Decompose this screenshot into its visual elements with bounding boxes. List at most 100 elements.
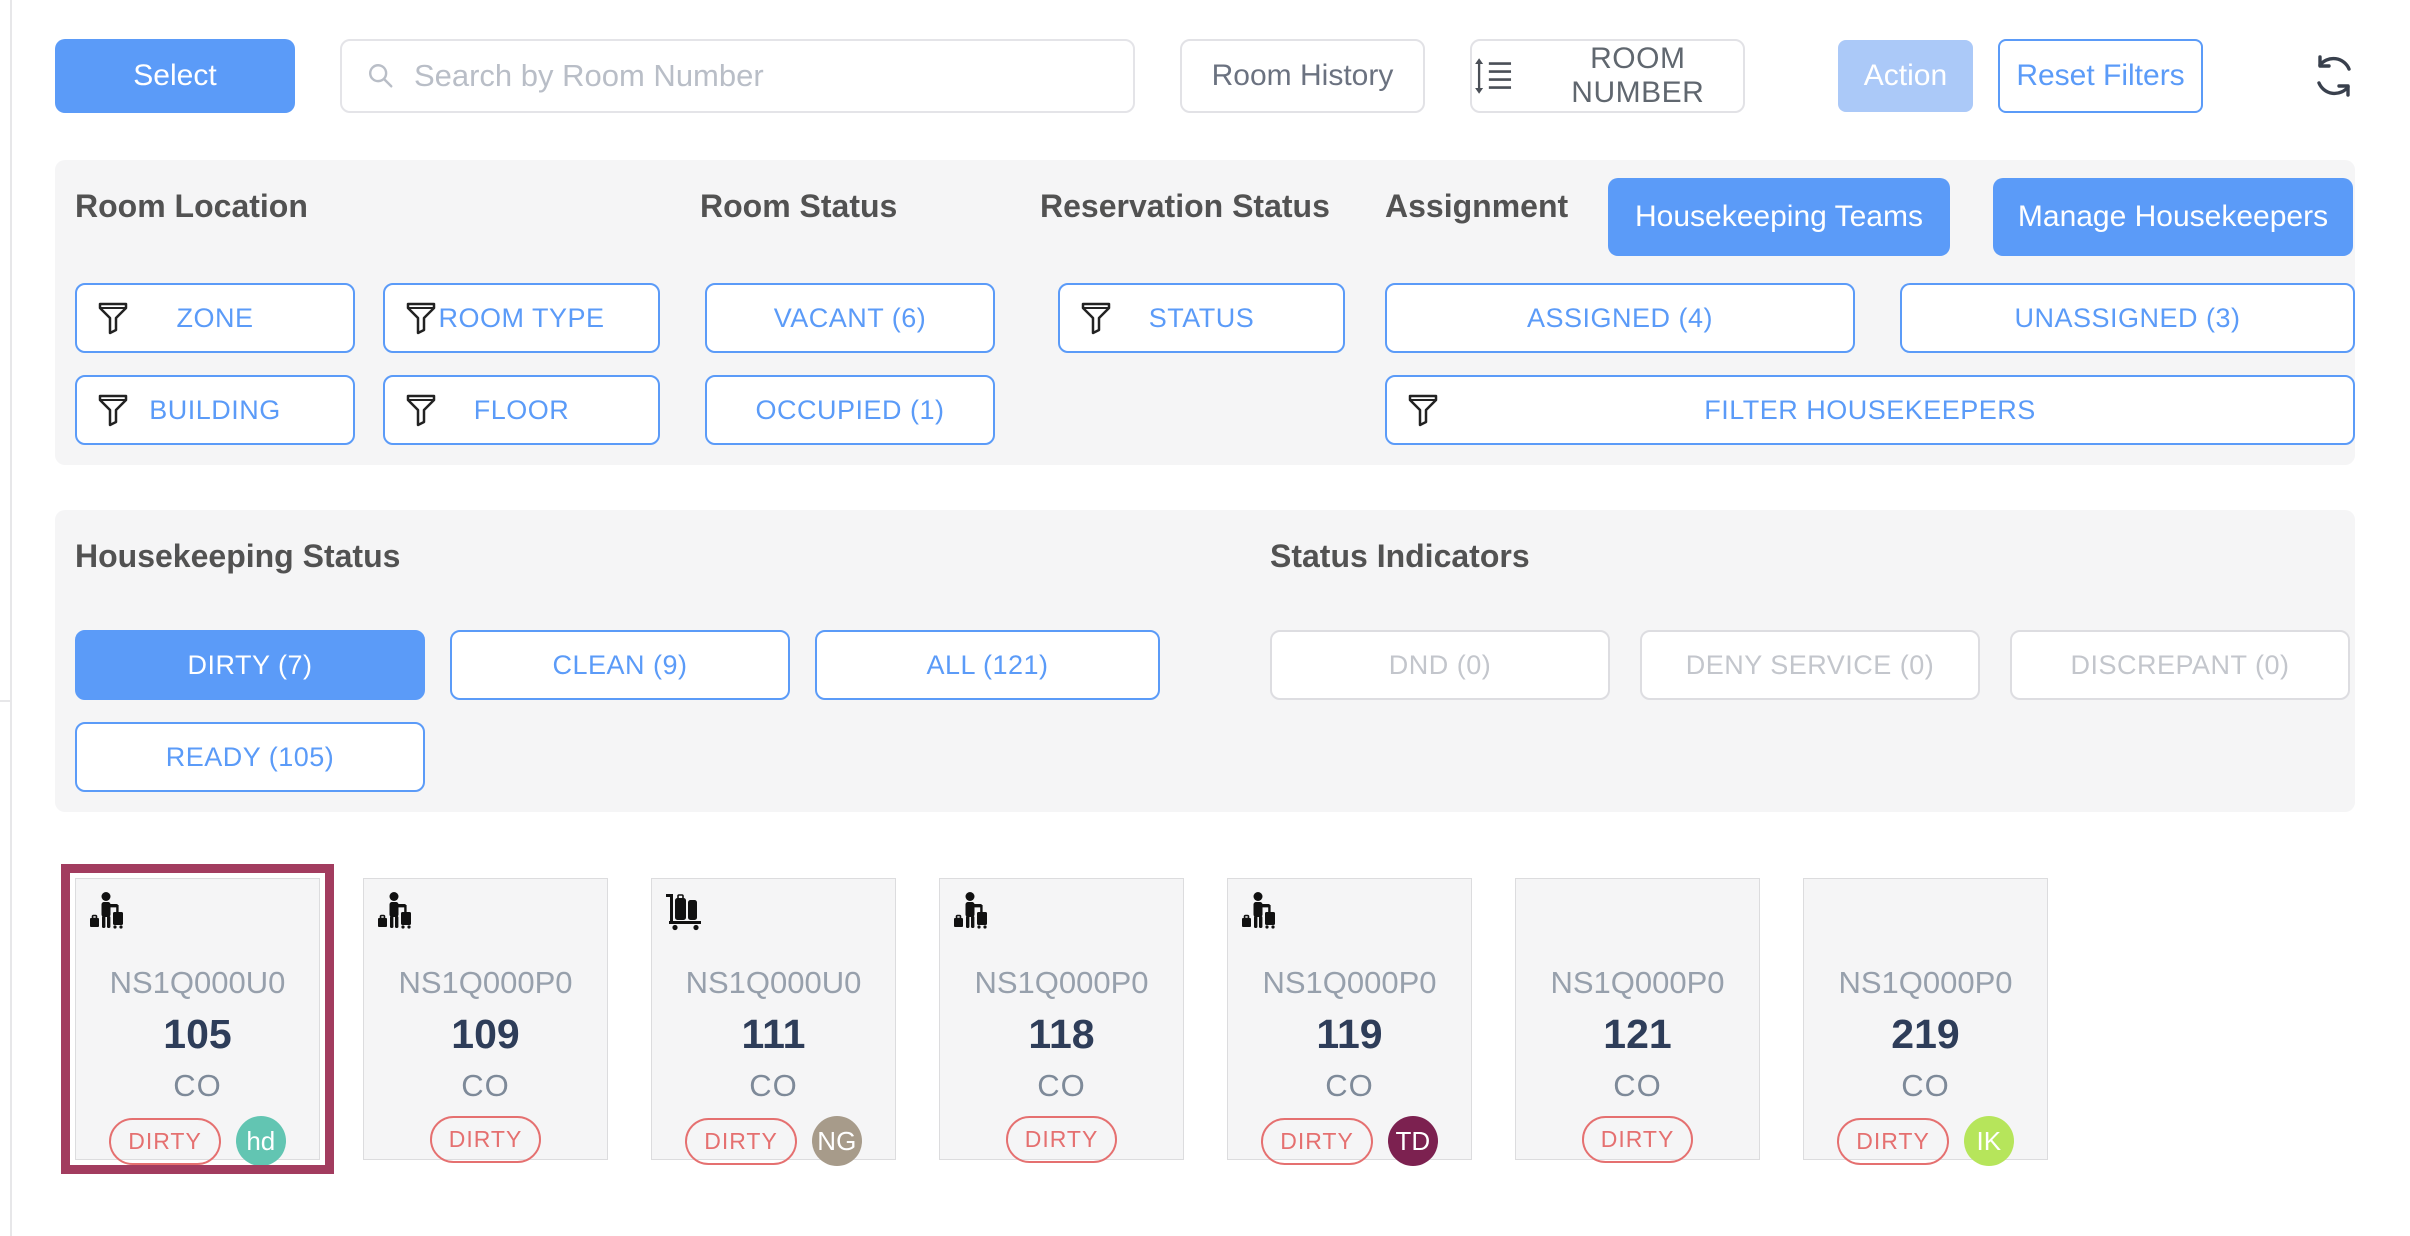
dnd-filter-button[interactable]: DND (0) xyxy=(1270,630,1610,700)
housekeeping-teams-button[interactable]: Housekeeping Teams xyxy=(1608,178,1950,256)
guest-departure-icon xyxy=(89,891,124,930)
funnel-icon xyxy=(406,394,436,427)
reservation-status: CO xyxy=(173,1068,222,1103)
sort-icon xyxy=(1475,58,1512,94)
room-number: 109 xyxy=(451,1011,520,1057)
reservation-status: CO xyxy=(749,1068,798,1103)
room-type-code: NS1Q000U0 xyxy=(109,965,286,1000)
dirty-filter-button[interactable]: DIRTY (7) xyxy=(75,630,425,700)
ready-filter-button[interactable]: READY (105) xyxy=(75,722,425,792)
filter-housekeepers-label: FILTER HOUSEKEEPERS xyxy=(1704,394,2036,425)
dirty-status-badge: DIRTY xyxy=(1261,1117,1373,1165)
room-number: 119 xyxy=(1316,1011,1383,1057)
manage-housekeepers-button[interactable]: Manage Housekeepers xyxy=(1993,178,2353,256)
room-status-title: Room Status xyxy=(700,188,898,224)
luggage-cart-icon xyxy=(665,893,702,931)
housekeeper-badge[interactable]: hd xyxy=(235,1116,286,1166)
room-card-121[interactable]: NS1Q000P0 121 CO DIRTY xyxy=(1515,878,1760,1163)
filter-housekeepers-button[interactable]: FILTER HOUSEKEEPERS xyxy=(1385,375,2355,445)
room-type-code: NS1Q000P0 xyxy=(1838,965,2013,1000)
guest-departure-icon xyxy=(377,891,412,930)
funnel-icon xyxy=(98,394,128,427)
housekeeper-badge[interactable]: IK xyxy=(1963,1116,2014,1166)
dirty-status-badge: DIRTY xyxy=(1837,1117,1949,1165)
building-filter-label: BUILDING xyxy=(149,394,281,425)
funnel-icon xyxy=(1081,302,1111,335)
room-number: 121 xyxy=(1603,1011,1672,1057)
reset-filters-button[interactable]: Reset Filters xyxy=(1998,39,2203,113)
dirty-status-badge: DIRTY xyxy=(1581,1116,1694,1163)
floor-filter-label: FLOOR xyxy=(473,394,570,425)
status-indicators-title: Status Indicators xyxy=(1270,538,1530,574)
room-number: 111 xyxy=(741,1011,806,1057)
left-panel-tick xyxy=(0,700,10,702)
room-history-button[interactable]: Room History xyxy=(1180,39,1425,113)
zone-filter-label: ZONE xyxy=(176,302,254,333)
status-filter-button[interactable]: STATUS xyxy=(1058,283,1345,353)
search-input[interactable] xyxy=(413,58,1109,94)
funnel-icon xyxy=(98,302,128,335)
clean-filter-button[interactable]: CLEAN (9) xyxy=(450,630,790,700)
select-button[interactable]: Select xyxy=(55,39,295,113)
reservation-status: CO xyxy=(1901,1068,1950,1103)
funnel-icon xyxy=(406,302,436,335)
housekeeper-badge[interactable]: TD xyxy=(1387,1116,1438,1166)
room-card-grid: NS1Q000U0 105 CO DIRTY hd NS1Q000P0 109 … xyxy=(61,864,2048,1174)
left-panel-divider xyxy=(10,0,12,1236)
dirty-status-badge: DIRTY xyxy=(109,1117,221,1165)
reservation-status-title: Reservation Status xyxy=(1040,188,1330,224)
room-type-code: NS1Q000P0 xyxy=(398,965,573,1000)
room-location-title: Room Location xyxy=(75,188,308,224)
occupied-filter-button[interactable]: OCCUPIED (1) xyxy=(705,375,995,445)
search-box[interactable] xyxy=(340,39,1135,113)
dirty-status-badge: DIRTY xyxy=(685,1117,797,1165)
room-number: 118 xyxy=(1028,1011,1095,1057)
room-filters-panel: Room Location Room Status Reservation St… xyxy=(55,160,2355,465)
room-type-code: NS1Q000P0 xyxy=(1550,965,1725,1000)
guest-departure-icon xyxy=(1241,891,1276,930)
room-type-code: NS1Q000P0 xyxy=(1262,965,1437,1000)
housekeeper-badge[interactable]: NG xyxy=(811,1116,862,1166)
assignment-title: Assignment xyxy=(1385,188,1569,224)
room-number: 105 xyxy=(163,1011,232,1057)
dirty-status-badge: DIRTY xyxy=(1005,1116,1118,1163)
sort-button[interactable]: ROOM NUMBER xyxy=(1470,39,1745,113)
toolbar: Select Room History ROOM NUMBER Action R… xyxy=(55,38,2365,114)
sort-label: ROOM NUMBER xyxy=(1571,42,1705,109)
reservation-status: CO xyxy=(461,1068,510,1103)
floor-filter-button[interactable]: FLOOR xyxy=(383,375,660,445)
room-type-filter-button[interactable]: ROOM TYPE xyxy=(383,283,660,353)
room-card-219[interactable]: NS1Q000P0 219 CO DIRTY IK xyxy=(1803,878,2048,1166)
room-card-105[interactable]: NS1Q000U0 105 CO DIRTY hd xyxy=(61,864,334,1174)
room-type-code: NS1Q000U0 xyxy=(685,965,862,1000)
deny-service-filter-button[interactable]: DENY SERVICE (0) xyxy=(1640,630,1980,700)
room-card-118[interactable]: NS1Q000P0 118 CO DIRTY xyxy=(939,878,1184,1163)
room-type-code: NS1Q000P0 xyxy=(974,965,1149,1000)
housekeeping-status-title: Housekeeping Status xyxy=(75,538,401,574)
refresh-button[interactable] xyxy=(2308,50,2360,102)
room-card-111[interactable]: NS1Q000U0 111 CO DIRTY NG xyxy=(651,878,896,1166)
zone-filter-button[interactable]: ZONE xyxy=(75,283,355,353)
vacant-filter-button[interactable]: VACANT (6) xyxy=(705,283,995,353)
refresh-icon xyxy=(2317,55,2351,97)
reservation-status: CO xyxy=(1037,1068,1086,1103)
action-button[interactable]: Action xyxy=(1838,40,1973,112)
discrepant-filter-button[interactable]: DISCREPANT (0) xyxy=(2010,630,2350,700)
search-icon xyxy=(368,64,393,88)
room-card-109[interactable]: NS1Q000P0 109 CO DIRTY xyxy=(363,878,608,1163)
reservation-status: CO xyxy=(1325,1068,1374,1103)
guest-departure-icon xyxy=(953,891,988,930)
assigned-filter-button[interactable]: ASSIGNED (4) xyxy=(1385,283,1855,353)
funnel-icon xyxy=(1408,394,1438,427)
all-filter-button[interactable]: ALL (121) xyxy=(815,630,1160,700)
building-filter-button[interactable]: BUILDING xyxy=(75,375,355,445)
status-filter-label: STATUS xyxy=(1148,302,1255,333)
reservation-status: CO xyxy=(1613,1068,1662,1103)
room-number: 219 xyxy=(1891,1011,1960,1057)
dirty-status-badge: DIRTY xyxy=(429,1116,542,1163)
unassigned-filter-button[interactable]: UNASSIGNED (3) xyxy=(1900,283,2355,353)
room-card-119[interactable]: NS1Q000P0 119 CO DIRTY TD xyxy=(1227,878,1472,1166)
room-type-filter-label: ROOM TYPE xyxy=(438,302,605,333)
housekeeping-status-panel: Housekeeping Status Status Indicators DI… xyxy=(55,510,2355,812)
